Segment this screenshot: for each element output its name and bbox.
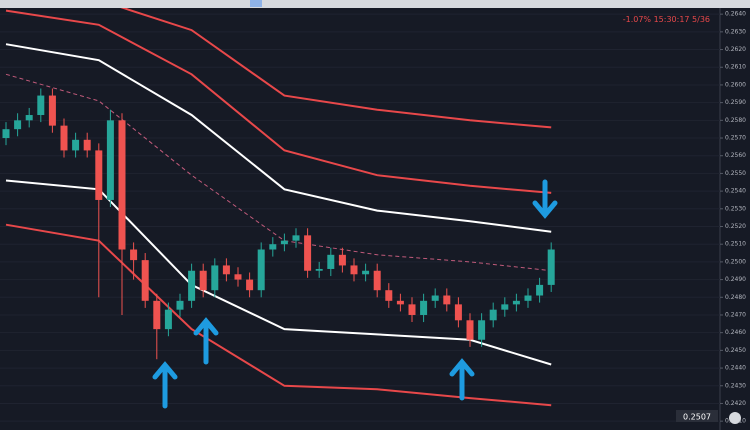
candle-body	[60, 125, 68, 151]
candle-body	[130, 249, 138, 261]
last-price: 0.2507	[683, 413, 711, 422]
candle-body	[431, 295, 439, 301]
band-line	[5, 43, 552, 233]
arrow-up	[152, 361, 178, 409]
candle-body	[234, 274, 242, 280]
candle-body	[153, 300, 161, 330]
candle-body	[478, 320, 486, 340]
y-tick-label: 0.2570	[725, 135, 746, 142]
candle-body	[257, 249, 265, 291]
candle-body	[141, 260, 149, 301]
y-tick-label: 0.2520	[725, 223, 746, 230]
candle-body	[211, 265, 219, 291]
y-tick-label: 0.2500	[725, 258, 746, 265]
price-tag	[676, 410, 718, 422]
candle-body	[350, 265, 358, 275]
candle-body	[14, 120, 22, 130]
y-tick-label: 0.2490	[725, 276, 746, 283]
candle-body	[396, 300, 404, 305]
y-tick-label: 0.2610	[725, 64, 746, 71]
candle-body	[373, 270, 381, 291]
candle-body	[199, 270, 207, 291]
candle-body	[327, 254, 335, 269]
candle-body	[454, 304, 462, 321]
candle-body	[72, 139, 80, 151]
y-tick-label: 0.2590	[725, 99, 746, 106]
y-tick-label: 0.2630	[725, 28, 746, 35]
candle-body	[292, 235, 300, 241]
price-axis: 0.2640 0.2630 0.2620 0.2610 0.2600 0.2590 0.25…	[720, 11, 746, 425]
candle-body	[547, 249, 555, 285]
arrow-up	[449, 358, 475, 401]
y-tick-label: 0.2510	[725, 241, 746, 248]
y-tick-label: 0.2470	[725, 311, 746, 318]
y-tick-label: 0.2540	[725, 188, 746, 195]
toolbar-button[interactable]	[250, 0, 262, 7]
y-tick-label: 0.2460	[725, 329, 746, 336]
candle-body	[420, 300, 428, 315]
candle-body	[37, 95, 45, 116]
y-tick-label: 0.2620	[725, 46, 746, 53]
candle-body	[315, 268, 323, 271]
candle-body	[304, 235, 312, 271]
candle-body	[466, 320, 474, 340]
candle-body	[408, 304, 416, 315]
candle-body	[95, 150, 103, 200]
candle-body	[338, 254, 346, 266]
candle-body	[83, 139, 91, 151]
candle-body	[2, 129, 10, 139]
y-tick-label: 0.2560	[725, 152, 746, 159]
candle-body	[106, 120, 114, 200]
settings-button[interactable]	[729, 412, 741, 424]
candle-body	[222, 265, 230, 275]
arrow-down	[532, 179, 558, 219]
y-tick-label: 0.2550	[725, 170, 746, 177]
candle-body	[280, 240, 288, 245]
candle-body	[536, 284, 544, 296]
candle-body	[362, 270, 370, 275]
y-tick-label: 0.2530	[725, 205, 746, 212]
status-text: -1.07% 15:30:17 5/36	[623, 15, 710, 24]
y-tick-label: 0.2420	[725, 400, 746, 407]
candle-body	[524, 295, 532, 301]
candle-body	[176, 300, 184, 310]
y-tick-label: 0.2600	[725, 81, 746, 88]
candle-body	[25, 115, 33, 121]
y-tick-label: 0.2640	[725, 11, 746, 18]
y-tick-label: 0.2480	[725, 294, 746, 301]
candle-body	[269, 244, 277, 250]
candle-body	[501, 304, 509, 310]
candle-body	[443, 295, 451, 305]
y-tick-label: 0.2440	[725, 365, 746, 372]
candle-body	[512, 300, 520, 305]
y-tick-label: 0.2430	[725, 382, 746, 389]
candles	[2, 88, 555, 360]
candle-body	[164, 309, 172, 330]
band-line	[5, 9, 552, 194]
y-tick-label: 0.2450	[725, 347, 746, 354]
candle-body	[489, 309, 497, 321]
arrows	[152, 179, 558, 409]
candle-body	[385, 290, 393, 301]
arrow-up	[193, 317, 219, 365]
y-tick-label: 0.2580	[725, 117, 746, 124]
candle-body	[48, 95, 56, 126]
candle-body	[118, 120, 126, 250]
band-line	[120, 8, 552, 129]
candle-body	[188, 270, 196, 301]
candle-body	[246, 279, 254, 291]
toolbar	[0, 0, 750, 8]
